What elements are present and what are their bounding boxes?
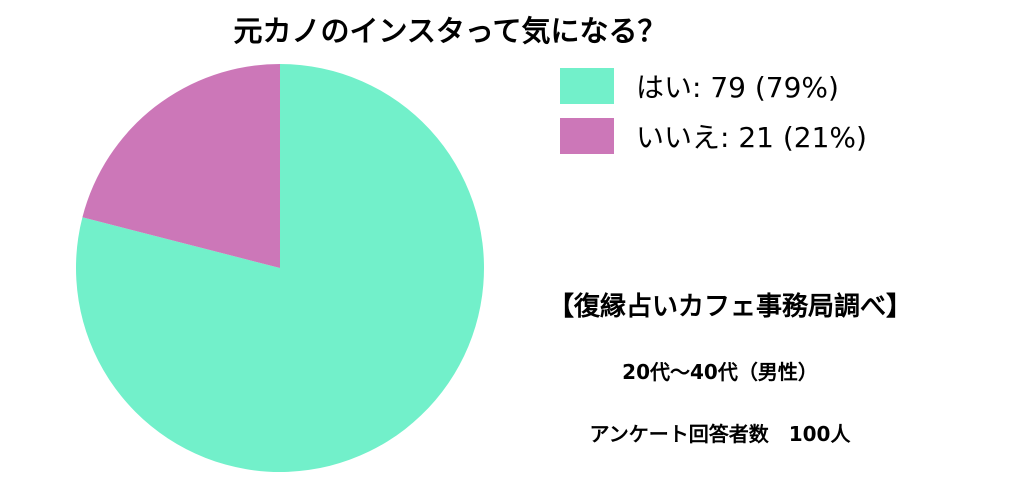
legend-swatch-yes bbox=[560, 68, 614, 104]
legend-label-no: いいえ: 21 (21%) bbox=[636, 121, 867, 154]
pie-slice-no bbox=[82, 64, 281, 268]
legend-swatch-no bbox=[560, 118, 614, 154]
legend: はい: 79 (79%) いいえ: 21 (21%) bbox=[560, 64, 867, 164]
age-group-note: 20代〜40代（男性） bbox=[622, 360, 818, 384]
survey-credit: 【復縁占いカフェ事務局調べ】 bbox=[547, 292, 912, 322]
legend-label-yes: はい: 79 (79%) bbox=[636, 71, 839, 104]
legend-item-no: いいえ: 21 (21%) bbox=[560, 114, 867, 158]
respondents-note: アンケート回答者数 100人 bbox=[589, 422, 851, 446]
pie-chart bbox=[75, 64, 484, 472]
legend-item-yes: はい: 79 (79%) bbox=[560, 64, 867, 108]
chart-title: 元カノのインスタって気になる？ bbox=[233, 14, 667, 48]
